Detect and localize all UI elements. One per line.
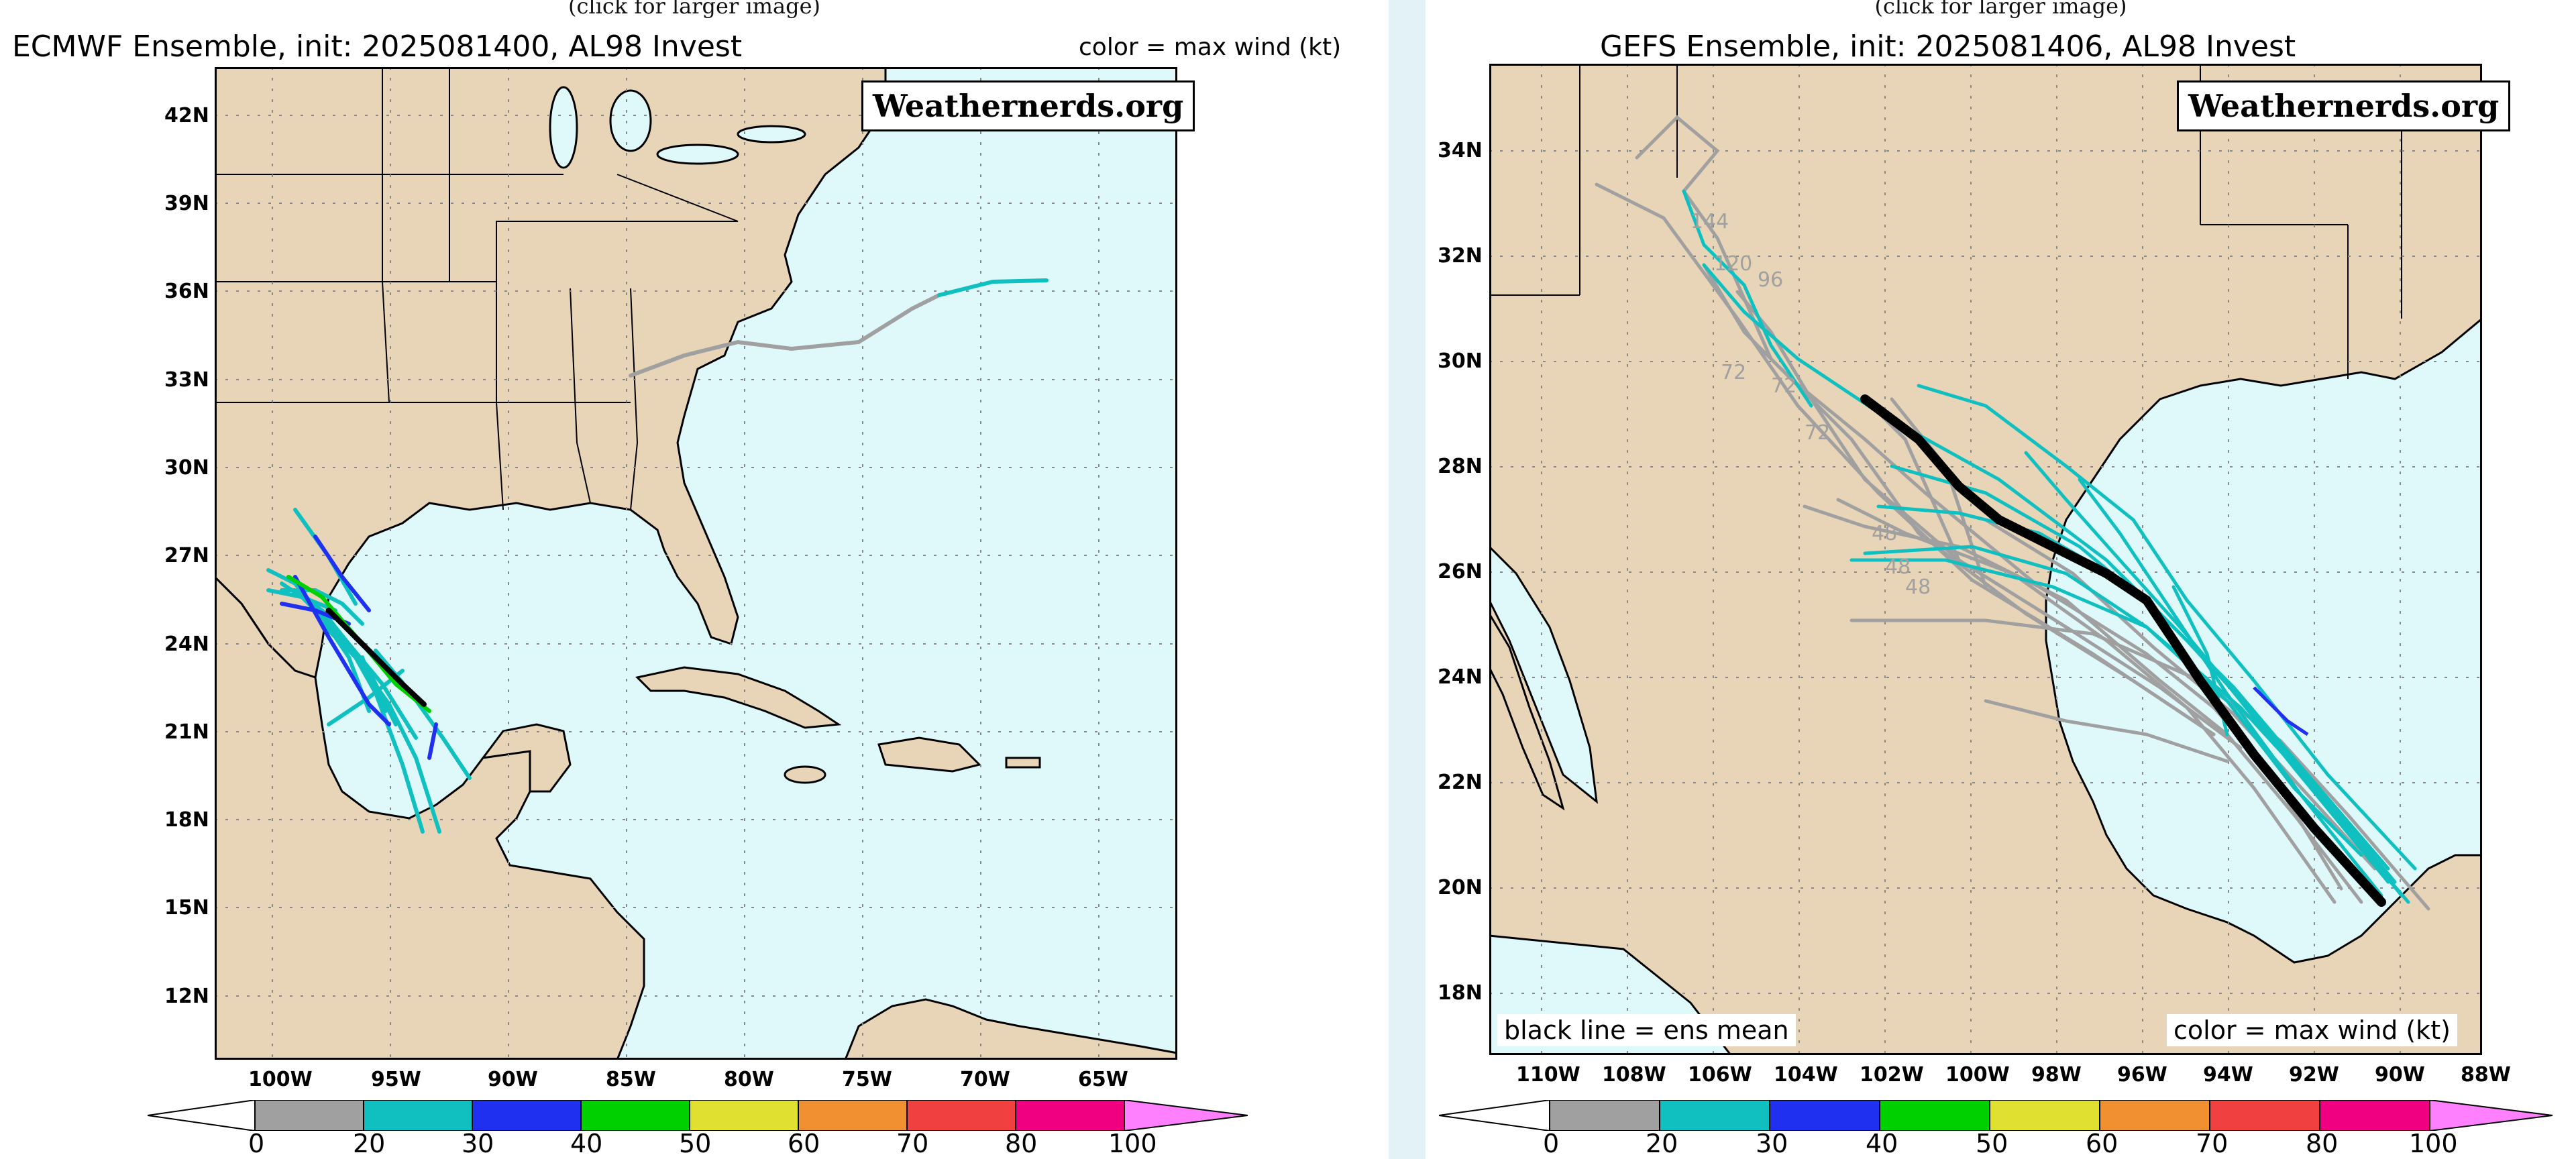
puerto-rico-land xyxy=(1005,757,1041,769)
lat-label: 28N xyxy=(1438,455,1483,478)
lat-label: 15N xyxy=(164,896,209,920)
lat-label: 21N xyxy=(164,720,209,744)
lon-label: 92W xyxy=(2289,1063,2339,1087)
panel-title: GEFS Ensemble, init: 2025081406, AL98 In… xyxy=(1600,30,2296,64)
colorbar-tick: 60 xyxy=(2086,1129,2118,1158)
colorbar-tick: 50 xyxy=(679,1129,712,1158)
ecmwf-track-map[interactable]: Weathernerds.org xyxy=(215,67,1195,1060)
lon-label: 110W xyxy=(1516,1063,1580,1087)
lon-label: 98W xyxy=(2031,1063,2082,1087)
ensemble-mean-track xyxy=(1860,394,2386,907)
colorbar-tick: 40 xyxy=(1866,1129,1898,1158)
colorbar-tick: 70 xyxy=(896,1129,929,1158)
lon-label: 100W xyxy=(1945,1063,2010,1087)
lon-label: 65W xyxy=(1078,1068,1128,1091)
lon-label: 80W xyxy=(724,1068,774,1091)
colorbar-tick: 20 xyxy=(1646,1129,1678,1158)
lat-label: 18N xyxy=(164,808,209,832)
lat-label: 18N xyxy=(1438,981,1483,1005)
colorbar-tick: 50 xyxy=(1976,1129,2008,1158)
hour-label: 48 xyxy=(1885,555,1911,579)
lat-label: 26N xyxy=(1438,560,1483,584)
lon-label: 75W xyxy=(842,1068,892,1091)
colorbar-tick: 100 xyxy=(1108,1129,1157,1158)
lon-label: 94W xyxy=(2203,1063,2253,1087)
lon-label: 96W xyxy=(2117,1063,2167,1087)
jamaica-land xyxy=(784,765,826,784)
south-america-land xyxy=(844,998,1177,1060)
mean-note: black line = ens mean xyxy=(1497,1014,1796,1046)
lat-label: 24N xyxy=(164,632,209,656)
lat-label: 33N xyxy=(164,368,209,392)
lon-label: 104W xyxy=(1774,1063,1838,1087)
hour-label: 120 xyxy=(1714,252,1752,276)
hispaniola-land xyxy=(877,736,981,773)
larger-image-link[interactable]: (click for larger image) xyxy=(568,0,820,19)
lon-label: 90W xyxy=(488,1068,538,1091)
lat-label: 24N xyxy=(1438,665,1483,689)
colorbar-tick: 0 xyxy=(1543,1129,1560,1158)
lat-label: 42N xyxy=(164,104,209,127)
colorbar-tick: 20 xyxy=(353,1129,386,1158)
lat-label: 22N xyxy=(1438,771,1483,794)
brand-watermark: Weathernerds.org xyxy=(861,80,1195,131)
lon-label: 108W xyxy=(1602,1063,1666,1087)
gulf-of-california xyxy=(1489,545,1598,804)
lon-label: 88W xyxy=(2461,1063,2511,1087)
lat-label: 34N xyxy=(1438,139,1483,162)
gefs-panel[interactable]: (click for larger image) GEFS Ensemble, … xyxy=(1426,0,2576,1159)
brand-watermark: Weathernerds.org xyxy=(2177,80,2511,131)
hour-label: 96 xyxy=(1758,268,1783,292)
lon-label: 106W xyxy=(1688,1063,1752,1087)
colorbar-tick: 60 xyxy=(788,1129,820,1158)
colorbar-tick: 30 xyxy=(1756,1129,1788,1158)
lon-label: 85W xyxy=(606,1068,656,1091)
lat-label: 39N xyxy=(164,192,209,215)
colorbar-tick: 30 xyxy=(462,1129,494,1158)
colorbar xyxy=(1439,1100,2553,1131)
hour-label: 48 xyxy=(1905,575,1931,599)
hour-label: 72 xyxy=(1721,361,1746,384)
lon-label: 102W xyxy=(1860,1063,1924,1087)
lat-label: 20N xyxy=(1438,876,1483,899)
colorbar-tick: 80 xyxy=(2306,1129,2339,1158)
ecmwf-panel[interactable]: (click for larger image) ECMWF Ensemble,… xyxy=(0,0,1389,1159)
color-note: color = max wind (kt) xyxy=(2167,1014,2457,1046)
lat-label: 36N xyxy=(164,280,209,303)
yucatan-land xyxy=(480,723,572,793)
lat-label: 12N xyxy=(164,985,209,1008)
colorbar xyxy=(148,1100,1248,1131)
hour-label: 72 xyxy=(1771,374,1796,398)
lat-label: 30N xyxy=(1438,349,1483,373)
lon-label: 95W xyxy=(371,1068,421,1091)
lat-label: 27N xyxy=(164,544,209,567)
hour-label: 48 xyxy=(1872,522,1897,545)
colorbar-tick: 80 xyxy=(1005,1129,1038,1158)
hour-label: 72 xyxy=(1805,421,1830,445)
lat-label: 32N xyxy=(1438,244,1483,268)
lon-label: 70W xyxy=(960,1068,1010,1091)
lon-label: 100W xyxy=(248,1068,313,1091)
colorbar-tick: 70 xyxy=(2196,1129,2229,1158)
hour-label: 144 xyxy=(1690,210,1729,233)
panel-title: ECMWF Ensemble, init: 2025081400, AL98 I… xyxy=(12,30,743,64)
colorbar-tick: 100 xyxy=(2409,1129,2458,1158)
gefs-track-map[interactable]: 144 120 96 72 72 72 48 48 48 Weathernerd… xyxy=(1489,64,2511,1055)
colorbar-tick: 40 xyxy=(570,1129,603,1158)
colorbar-tick: 0 xyxy=(248,1129,265,1158)
lat-label: 30N xyxy=(164,456,209,480)
cuba-land xyxy=(635,666,842,729)
larger-image-link[interactable]: (click for larger image) xyxy=(1874,0,2127,19)
baja-land xyxy=(1489,612,1565,811)
lon-label: 90W xyxy=(2375,1063,2425,1087)
color-note: color = max wind (kt) xyxy=(1079,34,1342,61)
